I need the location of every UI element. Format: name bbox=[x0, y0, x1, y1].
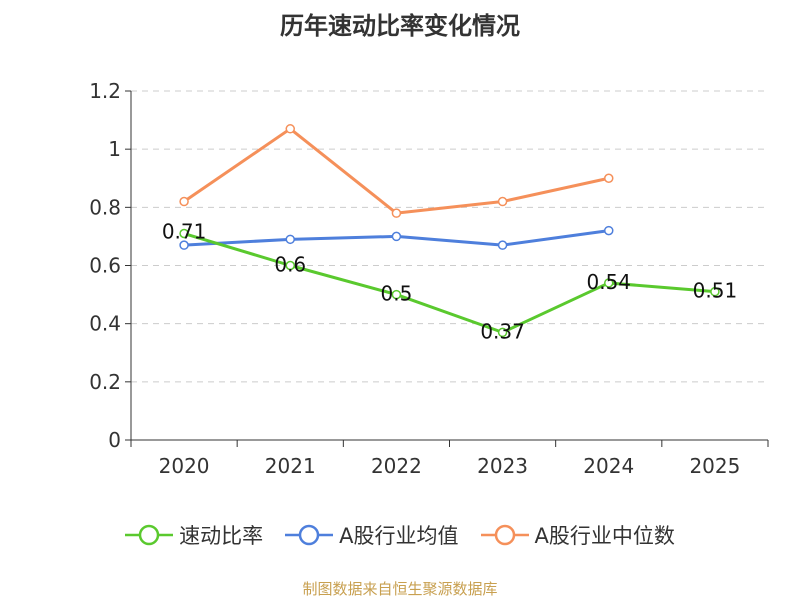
data-point bbox=[391, 208, 402, 218]
legend-line-circle-icon bbox=[125, 524, 174, 546]
y-tick-label: 1.2 bbox=[89, 79, 121, 103]
x-tick-label: 2025 bbox=[689, 454, 740, 478]
legend-item[interactable]: A股行业均值 bbox=[285, 520, 459, 550]
data-label: 0.51 bbox=[693, 279, 738, 303]
data-point bbox=[285, 234, 295, 245]
legend-item[interactable]: A股行业中位数 bbox=[480, 520, 675, 550]
y-tick-label: 0.2 bbox=[89, 370, 121, 394]
y-tick-label: 0 bbox=[108, 428, 121, 452]
x-tick-label: 2020 bbox=[159, 454, 210, 478]
y-tick-label: 0.6 bbox=[89, 254, 121, 278]
x-tick-label: 2021 bbox=[265, 454, 316, 478]
data-point bbox=[604, 278, 614, 288]
y-tick-label: 0.4 bbox=[89, 312, 121, 336]
data-label: 0.54 bbox=[586, 270, 631, 294]
data-point bbox=[391, 231, 402, 242]
data-point bbox=[604, 173, 614, 183]
data-point bbox=[604, 225, 614, 236]
legend-item[interactable]: 速动比率 bbox=[125, 520, 263, 550]
legend-label: A股行业中位数 bbox=[534, 524, 675, 548]
data-point bbox=[391, 289, 402, 300]
y-tick-label: 0.8 bbox=[89, 195, 121, 219]
legend: 速动比率 A股行业均值 A股行业中位数 bbox=[0, 520, 800, 550]
data-point bbox=[710, 286, 720, 297]
series-line-2 bbox=[183, 127, 610, 215]
legend-line-circle-icon bbox=[285, 524, 334, 546]
x-tick-label: 2023 bbox=[477, 454, 528, 478]
data-point bbox=[285, 124, 295, 134]
data-label: 0.6 bbox=[274, 253, 306, 277]
legend-label: A股行业均值 bbox=[339, 524, 459, 548]
data-point bbox=[497, 240, 508, 250]
chart-title: 历年速动比率变化情况 bbox=[280, 12, 520, 40]
x-tick-label: 2022 bbox=[371, 454, 422, 478]
data-label: 0.37 bbox=[480, 319, 525, 343]
y-tick-label: 1 bbox=[108, 137, 121, 161]
data-point bbox=[179, 240, 189, 250]
data-label: 0.5 bbox=[381, 282, 413, 306]
data-point bbox=[179, 196, 189, 207]
data-point bbox=[497, 327, 508, 338]
data-point bbox=[179, 228, 189, 239]
series-line-0 bbox=[183, 232, 716, 334]
x-tick-label: 2024 bbox=[583, 454, 634, 478]
legend-line-circle-icon bbox=[480, 524, 529, 546]
data-point bbox=[497, 196, 508, 207]
data-point bbox=[285, 260, 295, 271]
source-note: 制图数据来自恒生聚源数据库 bbox=[302, 580, 498, 598]
legend-label: 速动比率 bbox=[179, 524, 264, 548]
data-label: 0.71 bbox=[162, 220, 207, 244]
